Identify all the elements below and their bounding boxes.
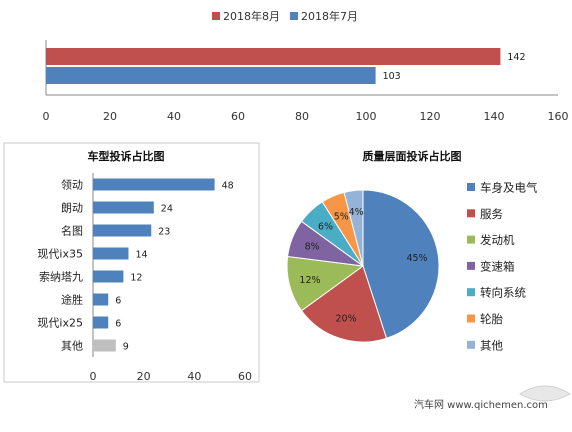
pie-legend-label: 转向系统 (480, 286, 526, 300)
vehicle-category-label: 现代ix25 (37, 317, 83, 330)
pie-legend-label: 车身及电气 (480, 181, 538, 195)
pie-legend-swatch (467, 288, 475, 297)
pie-slice (343, 189, 364, 267)
legend-swatch-aug (212, 12, 220, 20)
vehicle-bar (93, 316, 109, 329)
left-panel-frame (3, 142, 260, 383)
top-x-tick: 0 (43, 110, 50, 123)
legend-label-aug: 2018年8月 (223, 9, 280, 23)
vehicle-category-label: 现代ix35 (37, 248, 83, 261)
vehicle-bar (93, 270, 124, 283)
top-x-tick: 40 (167, 110, 181, 123)
pie-slice (362, 189, 440, 339)
vehicle-bar (93, 201, 154, 214)
pie-legend-swatch (467, 314, 475, 323)
top-x-tick: 160 (548, 110, 569, 123)
pie-legend-label: 发动机 (480, 233, 515, 247)
vehicle-bar (93, 293, 109, 306)
pie-legend-swatch (467, 209, 475, 218)
top-x-tick: 60 (231, 110, 245, 123)
vehicle-bar-label: 9 (123, 342, 129, 353)
vehicle-bar-label: 12 (130, 273, 142, 284)
vehicle-x-tick: 40 (187, 370, 201, 383)
quality-complaint-chart: 质量层面投诉占比图 45% 20% 12% 8% 6%5% 4% 车身及电气服务发动机变速… (286, 149, 538, 352)
vehicle-bar-label: 6 (115, 296, 121, 307)
top-legend: 2018年8月 2018年7月 (212, 9, 358, 23)
pie-slice-label: 12% (299, 275, 320, 286)
vehicle-bar-label: 14 (135, 250, 147, 261)
vehicle-category-label: 其他 (61, 340, 83, 353)
vehicle-x-tick: 0 (90, 370, 97, 383)
vehicle-bar-label: 24 (161, 204, 173, 215)
top-comparison-chart: 2018年8月 2018年7月 142 103 0 20 40 60 80 100 120 14… (43, 9, 569, 123)
top-bar-label-aug: 142 (507, 52, 525, 63)
vehicle-complaint-chart: 车型投诉占比图 领动 48 朗动 24 名图 23 现代ix35 14 索纳塔九 12 途胜 6 现代i… (3, 142, 260, 383)
vehicle-bar (93, 339, 116, 352)
watermark: 汽车网 www.qichemen.com (414, 385, 571, 411)
pie-legend-swatch (467, 340, 475, 349)
vehicle-x-tick: 20 (137, 370, 151, 383)
pie-legend-swatch (467, 261, 475, 270)
watermark-text: 汽车网 www.qichemen.com (414, 398, 548, 411)
pie-slice-label: 45% (406, 253, 427, 264)
pie-legend-swatch (467, 235, 475, 244)
pie-slice-label: 6% (318, 222, 333, 233)
vehicle-category-label: 索纳塔九 (39, 270, 83, 284)
vehicle-bar (93, 224, 152, 237)
top-x-tick: 140 (484, 110, 505, 123)
vehicle-bar-label: 48 (222, 181, 234, 192)
pie-slice-label: 20% (336, 314, 357, 325)
pie-legend-swatch (467, 183, 475, 191)
legend-label-jul: 2018年7月 (301, 9, 358, 23)
top-bar-jul (46, 67, 376, 84)
top-x-tick: 100 (356, 110, 377, 123)
top-bar-label-jul: 103 (383, 71, 401, 82)
vehicle-category-label: 名图 (61, 224, 83, 238)
legend-swatch-jul (290, 12, 298, 20)
pie-legend-label: 其他 (480, 338, 503, 352)
vehicle-category-label: 领动 (61, 179, 83, 192)
vehicle-bar-label: 23 (158, 227, 170, 238)
left-panel-title: 车型投诉占比图 (88, 149, 165, 163)
top-x-tick: 20 (103, 110, 117, 123)
vehicle-category-label: 朗动 (61, 202, 83, 215)
pie-legend-label: 服务 (480, 207, 503, 221)
top-bar-aug (46, 48, 501, 65)
vehicle-category-label: 途胜 (61, 293, 83, 307)
vehicle-x-tick: 60 (238, 370, 252, 383)
vehicle-bar (93, 247, 129, 260)
pie-legend-label: 变速箱 (480, 259, 515, 273)
right-panel-title: 质量层面投诉占比图 (363, 149, 462, 163)
pie-slice (300, 265, 388, 343)
pie-slice-label: 4% (349, 207, 364, 218)
pie-legend-label: 轮胎 (480, 312, 503, 326)
top-x-tick: 120 (420, 110, 441, 123)
watermark-logo-icon (519, 385, 571, 402)
vehicle-bar-label: 6 (115, 319, 121, 330)
pie-slice-label: 5% (334, 211, 349, 222)
pie-slice-label: 8% (305, 241, 320, 252)
vehicle-bar (93, 178, 215, 191)
top-x-tick: 80 (295, 110, 309, 123)
